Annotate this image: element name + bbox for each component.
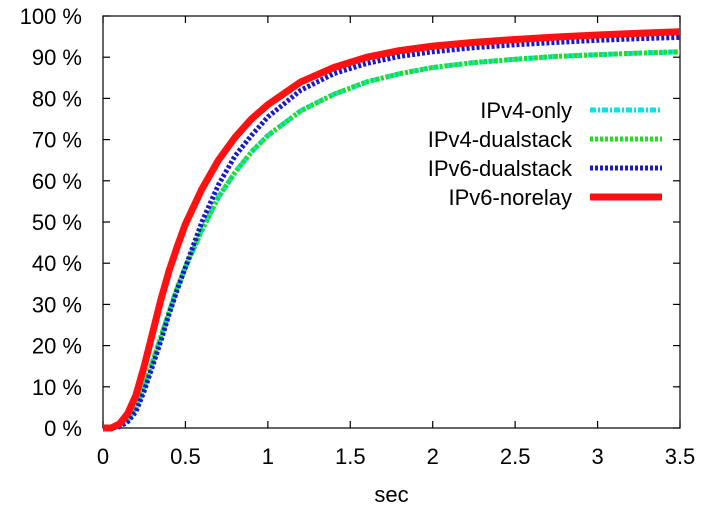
axis-ticks [102, 15, 681, 429]
x-axis-tick-labels: 0 0.5 1 1.5 2 2.5 3 3.5 [97, 444, 695, 469]
x-tick-label: 2 [427, 444, 439, 469]
legend-label: IPv6-norelay [448, 185, 572, 210]
legend-label: IPv4-dualstack [428, 127, 573, 152]
y-tick-label: 60 % [32, 169, 82, 194]
x-tick-label: 0 [97, 444, 109, 469]
series-line-ipv4-dualstack [103, 49, 681, 431]
x-tick-label: 0.5 [170, 444, 201, 469]
y-axis-tick-labels: 0 % 10 % 20 % 30 % 40 % 50 % 60 % 70 % 80 % 90 % 1… [20, 4, 82, 441]
series-line-ipv6-norelay [103, 28, 681, 432]
y-tick-label: 10 % [32, 375, 82, 400]
legend: IPv4-only IPv4-dualstack IPv6-dualstack IPv… [428, 98, 662, 210]
x-tick-label: 1 [262, 444, 274, 469]
x-tick-label: 1.5 [335, 444, 366, 469]
y-tick-label: 30 % [32, 292, 82, 317]
legend-label: IPv4-only [480, 98, 572, 123]
y-tick-label: 70 % [32, 128, 82, 153]
y-tick-label: 90 % [32, 45, 82, 70]
series-lines [103, 28, 681, 432]
y-tick-label: 40 % [32, 251, 82, 276]
y-tick-label: 50 % [32, 210, 82, 235]
y-tick-label: 0 % [44, 416, 82, 441]
y-tick-label: 20 % [32, 334, 82, 359]
series-line-ipv6-dualstack [103, 34, 681, 431]
x-tick-label: 3.5 [665, 444, 696, 469]
x-tick-label: 3 [591, 444, 603, 469]
legend-label: IPv6-dualstack [428, 156, 573, 181]
y-tick-label: 80 % [32, 86, 82, 111]
y-tick-label: 100 % [20, 4, 82, 29]
x-axis-title: sec [374, 482, 408, 507]
x-tick-label: 2.5 [500, 444, 531, 469]
